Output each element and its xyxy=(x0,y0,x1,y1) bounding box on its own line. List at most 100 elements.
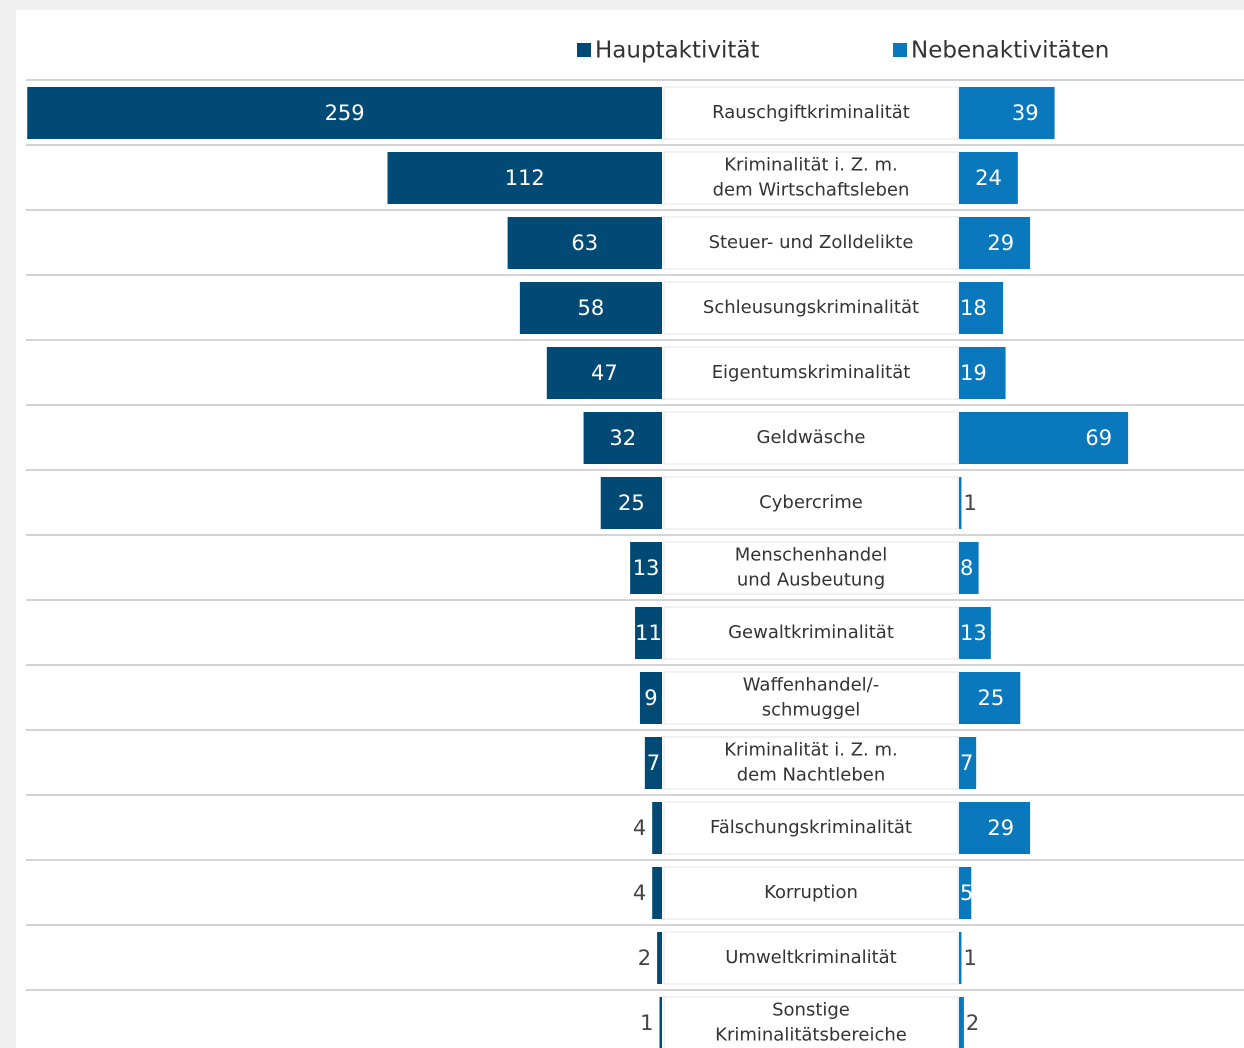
label-box xyxy=(663,541,959,595)
category-line: Menschenhandel xyxy=(735,545,888,566)
bar-left xyxy=(652,867,662,919)
category-line: Sonstige xyxy=(772,1000,850,1021)
category-label: Fälschungskriminalität xyxy=(710,817,912,838)
value-label: 18 xyxy=(960,296,987,320)
bar-left xyxy=(600,477,662,529)
category-line: Waffenhandel/- xyxy=(743,675,879,696)
label-box xyxy=(663,151,959,205)
category-label: Korruption xyxy=(764,882,858,903)
category-label: Sonstige Kriminalitätsbereiche xyxy=(715,1000,907,1046)
bar-right xyxy=(959,412,1129,464)
category-line: Gewaltkriminalität xyxy=(728,622,894,643)
category-label: Kriminalität i. Z. m. dem Wirtschaftslebe… xyxy=(713,155,910,201)
label-box xyxy=(663,671,959,725)
category-line: Cybercrime xyxy=(759,492,863,513)
category-line: schmuggel xyxy=(762,700,861,721)
category-label: Umweltkriminalität xyxy=(725,947,897,968)
value-label: 39 xyxy=(1012,101,1039,125)
value-label: 32 xyxy=(609,426,636,450)
category-line: Steuer- und Zolldelikte xyxy=(709,232,914,253)
bar-right xyxy=(959,87,1055,139)
left-strip xyxy=(0,10,16,1048)
legend-label: Hauptaktivität xyxy=(595,38,760,64)
category-line: Umweltkriminalität xyxy=(725,947,897,968)
category-line: Geldwäsche xyxy=(757,427,866,448)
label-box xyxy=(663,476,959,530)
bar-right xyxy=(959,932,962,984)
value-label: 7 xyxy=(647,751,660,775)
label-box xyxy=(663,346,959,400)
bar-right xyxy=(959,802,1031,854)
value-label: 69 xyxy=(1085,426,1112,450)
value-label: 29 xyxy=(987,231,1014,255)
bar-right xyxy=(959,997,964,1048)
category-label: Menschenhandel und Ausbeutung xyxy=(735,545,888,591)
category-line: Kriminalität i. Z. m. xyxy=(724,155,898,176)
bar-right xyxy=(959,737,977,789)
category-label: Cybercrime xyxy=(759,492,863,513)
bar-right xyxy=(959,347,1006,399)
category-line: dem Wirtschaftsleben xyxy=(713,180,910,201)
category-line: Rauschgiftkriminalität xyxy=(712,102,910,123)
legend-swatch xyxy=(893,43,907,57)
category-label: Rauschgiftkriminalität xyxy=(712,102,910,123)
value-label: 8 xyxy=(960,556,973,580)
category-line: Kriminalität i. Z. m. xyxy=(724,740,898,761)
bar-right xyxy=(959,672,1021,724)
bar-right xyxy=(959,607,991,659)
value-label: 1 xyxy=(963,491,976,515)
bar-left xyxy=(639,672,662,724)
value-label: 4 xyxy=(633,816,646,840)
bar-right xyxy=(959,282,1004,334)
value-label: 13 xyxy=(960,621,987,645)
category-label: Gewaltkriminalität xyxy=(728,622,894,643)
value-label: 24 xyxy=(975,166,1002,190)
category-line: Kriminalitätsbereiche xyxy=(715,1025,907,1046)
value-label: 13 xyxy=(633,556,660,580)
value-label: 29 xyxy=(987,816,1014,840)
bar-left xyxy=(519,282,662,334)
bar-right xyxy=(959,542,979,594)
label-box xyxy=(663,996,959,1048)
value-label: 259 xyxy=(325,101,365,125)
category-label: Geldwäsche xyxy=(757,427,866,448)
bar-left xyxy=(507,217,662,269)
label-box xyxy=(663,411,959,465)
value-label: 4 xyxy=(633,881,646,905)
value-label: 9 xyxy=(644,686,657,710)
category-label: Schleusungskriminalität xyxy=(703,297,919,318)
bar-right xyxy=(959,477,962,529)
value-label: 58 xyxy=(578,296,605,320)
legend-swatch xyxy=(577,43,591,57)
category-label: Waffenhandel/- schmuggel xyxy=(743,675,879,721)
bar-left xyxy=(583,412,662,464)
value-label: 11 xyxy=(635,621,662,645)
bar-left xyxy=(635,607,662,659)
category-line: dem Nachtleben xyxy=(737,765,886,786)
bar-left xyxy=(546,347,662,399)
category-label: Steuer- und Zolldelikte xyxy=(709,232,914,253)
value-label: 1 xyxy=(963,946,976,970)
bar-left xyxy=(652,802,662,854)
value-label: 25 xyxy=(978,686,1005,710)
bar-right xyxy=(959,152,1018,204)
category-line: Fälschungskriminalität xyxy=(710,817,912,838)
label-box xyxy=(663,606,959,660)
label-box xyxy=(663,866,959,920)
category-line: und Ausbeutung xyxy=(737,570,885,591)
value-label: 7 xyxy=(960,751,973,775)
value-label: 1 xyxy=(640,1011,653,1035)
value-label: 25 xyxy=(618,491,645,515)
label-box xyxy=(663,801,959,855)
legend-label: Nebenaktivitäten xyxy=(911,38,1109,64)
label-box xyxy=(663,281,959,335)
label-box xyxy=(663,86,959,140)
label-box xyxy=(663,736,959,790)
value-label: 5 xyxy=(960,881,973,905)
bar-left xyxy=(659,997,662,1048)
label-box xyxy=(663,931,959,985)
bar-left xyxy=(27,87,662,139)
bar-left xyxy=(657,932,662,984)
